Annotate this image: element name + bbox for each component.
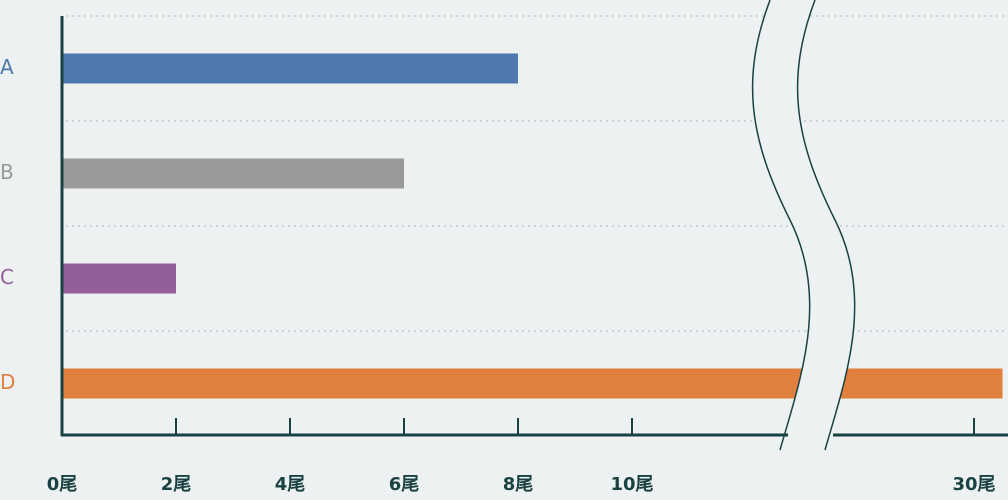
x-tick-label: 30尾 (952, 474, 995, 495)
x-tick-label: 2尾 (161, 474, 192, 495)
category-label: D (0, 370, 15, 394)
x-tick-label: 4尾 (275, 474, 306, 495)
category-label: B (0, 160, 14, 184)
x-tick-label: 6尾 (389, 474, 420, 495)
break-line (796, 0, 856, 451)
bar (62, 263, 176, 294)
axis-break (751, 0, 856, 451)
bars (62, 53, 1003, 399)
category-label: C (0, 265, 14, 289)
x-tick-label: 10尾 (610, 474, 653, 495)
bar (62, 53, 518, 84)
x-tick-label: 0尾 (47, 474, 78, 495)
axes (60, 16, 1008, 437)
x-tick-label: 8尾 (503, 474, 534, 495)
break-fill (752, 0, 855, 450)
break-line (751, 0, 811, 451)
bar (62, 158, 404, 189)
separators (66, 15, 1008, 332)
bar (62, 368, 1003, 399)
category-label: A (0, 55, 14, 79)
